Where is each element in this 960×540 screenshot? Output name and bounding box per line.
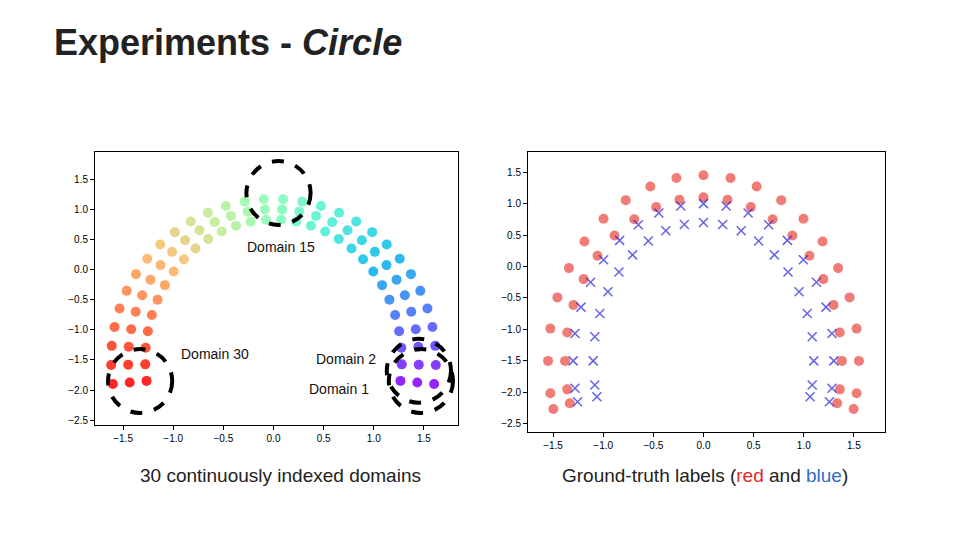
svg-text:0.5: 0.5 <box>747 440 761 451</box>
svg-text:1.0: 1.0 <box>507 198 521 209</box>
svg-text:Domain 2: Domain 2 <box>316 351 376 367</box>
svg-text:Domain 15: Domain 15 <box>247 239 315 255</box>
svg-text:30 continuously indexed domain: 30 continuously indexed domains <box>140 465 421 486</box>
svg-text:0.5: 0.5 <box>74 234 88 245</box>
svg-text:1.0: 1.0 <box>797 440 811 451</box>
svg-text:−1.0: −1.0 <box>68 324 88 335</box>
svg-text:−1.5: −1.5 <box>543 440 563 451</box>
svg-text:Domain 1: Domain 1 <box>309 381 369 397</box>
svg-text:0.5: 0.5 <box>317 433 331 444</box>
svg-text:−2.5: −2.5 <box>501 418 521 429</box>
svg-text:1.5: 1.5 <box>847 440 861 451</box>
svg-text:−1.0: −1.0 <box>593 440 613 451</box>
svg-text:−1.5: −1.5 <box>113 433 133 444</box>
svg-text:−1.5: −1.5 <box>68 354 88 365</box>
svg-text:−0.5: −0.5 <box>501 292 521 303</box>
svg-text:0.0: 0.0 <box>697 440 711 451</box>
svg-text:Domain 30: Domain 30 <box>181 346 249 362</box>
svg-text:−0.5: −0.5 <box>643 440 663 451</box>
svg-text:1.0: 1.0 <box>367 433 381 444</box>
svg-text:0.5: 0.5 <box>507 230 521 241</box>
svg-text:0.0: 0.0 <box>507 261 521 272</box>
svg-text:Ground-truth labels (red and b: Ground-truth labels (red and blue) <box>562 465 848 486</box>
svg-text:−1.0: −1.0 <box>163 433 183 444</box>
svg-text:−1.0: −1.0 <box>501 324 521 335</box>
svg-text:−0.5: −0.5 <box>213 433 233 444</box>
svg-text:−2.5: −2.5 <box>68 415 88 426</box>
svg-text:1.5: 1.5 <box>74 174 88 185</box>
svg-text:1.0: 1.0 <box>74 204 88 215</box>
svg-text:−0.5: −0.5 <box>68 294 88 305</box>
svg-text:0.0: 0.0 <box>267 433 281 444</box>
svg-text:−2.0: −2.0 <box>68 385 88 396</box>
svg-text:1.5: 1.5 <box>417 433 431 444</box>
svg-text:−2.0: −2.0 <box>501 387 521 398</box>
svg-text:0.0: 0.0 <box>74 264 88 275</box>
svg-text:−1.5: −1.5 <box>501 355 521 366</box>
svg-text:Experiments - Circle: Experiments - Circle <box>54 22 402 63</box>
svg-text:1.5: 1.5 <box>507 167 521 178</box>
